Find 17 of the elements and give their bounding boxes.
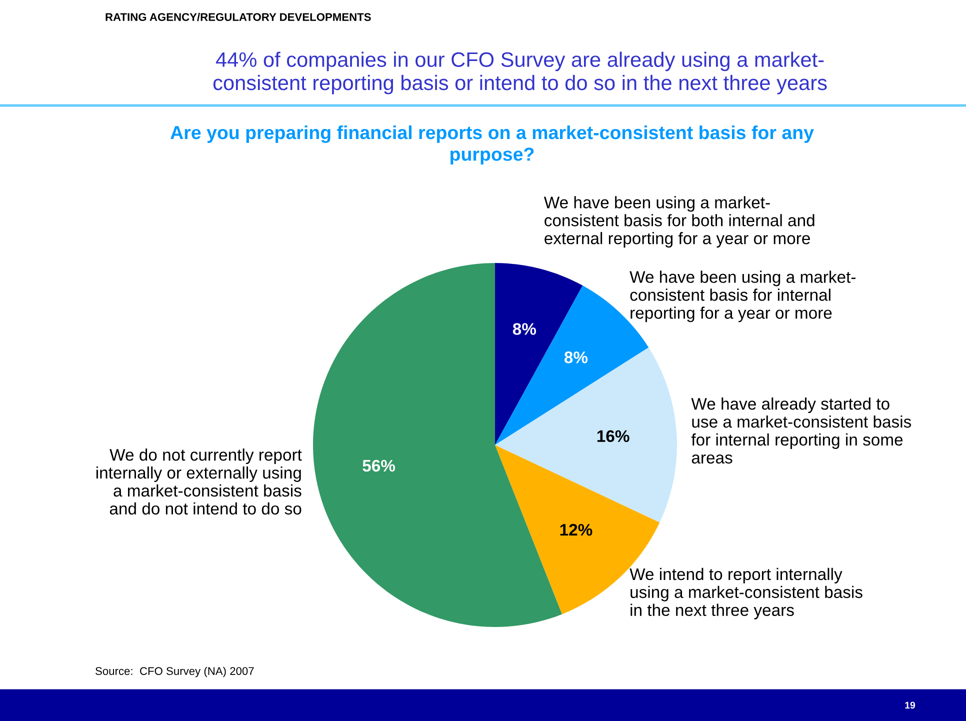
data-label: 8%	[564, 351, 588, 364]
slice-label: We have been using a market- consistent basis for both internal and external reporting for a year or more	[544, 196, 814, 248]
slice-label: We do not currently report internally or externally using a market-consistent basis and do not intend to do so	[96, 448, 302, 515]
pie-slice	[495, 347, 677, 522]
slice-label: We intend to report internally using a market-consistent basis in the next three years	[630, 568, 862, 620]
chart-title: Are you preparing financial reports on a market-consistent basis for any purpose?	[170, 125, 814, 165]
data-label: 8%	[512, 323, 536, 335]
slice-label: We have already started to use a market-consistent basis for internal reporting in some areas	[691, 398, 912, 464]
data-label: 16%	[597, 430, 630, 442]
slice-label: We have been using a market- consistent basis for internal reporting for a year or more	[630, 270, 856, 322]
text: 19	[905, 702, 916, 709]
data-label: 56%	[362, 460, 396, 472]
chart-subtitle: 44% of companies in our CFO Survey are already using a market- consistent reporting basis or intend to do so in the next three years	[213, 52, 827, 94]
source-note: Source: CFO Survey (NA) 2007	[96, 666, 254, 678]
pie-slice	[313, 263, 562, 627]
text: RATING AGENCY/REGULATORY DEVELOPMENTS	[106, 12, 371, 22]
data-label: 12%	[560, 524, 592, 536]
